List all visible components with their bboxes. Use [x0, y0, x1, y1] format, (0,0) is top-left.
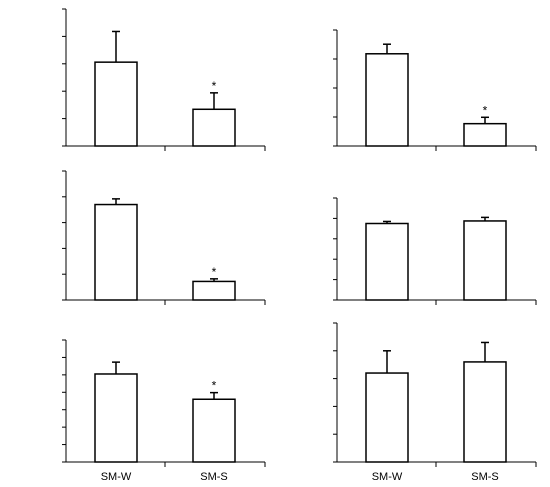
bar: [94, 203, 138, 301]
panel-B: *: [62, 170, 266, 305]
bar: [192, 398, 236, 463]
bar: [463, 220, 507, 301]
x-category-label: SM-W: [101, 471, 132, 483]
significance-asterisk: *: [483, 103, 488, 117]
bar: [192, 280, 236, 301]
bar: [365, 222, 409, 301]
bar: [192, 108, 236, 147]
bar: [463, 361, 507, 463]
panel-F: [333, 322, 537, 467]
panel-C: *: [62, 339, 266, 467]
panel-E: [333, 197, 537, 305]
panel-D: *: [333, 29, 537, 151]
bar: [365, 372, 409, 463]
x-category-label: SM-S: [471, 471, 499, 483]
bar: [94, 373, 138, 463]
x-category-label: SM-S: [200, 471, 228, 483]
bar: [94, 61, 138, 147]
bar: [365, 53, 409, 147]
x-category-label: SM-W: [372, 471, 403, 483]
significance-asterisk: *: [212, 79, 217, 93]
panel-A: *: [62, 8, 266, 151]
significance-asterisk: *: [212, 265, 217, 279]
bar: [463, 122, 507, 147]
significance-asterisk: *: [212, 379, 217, 393]
